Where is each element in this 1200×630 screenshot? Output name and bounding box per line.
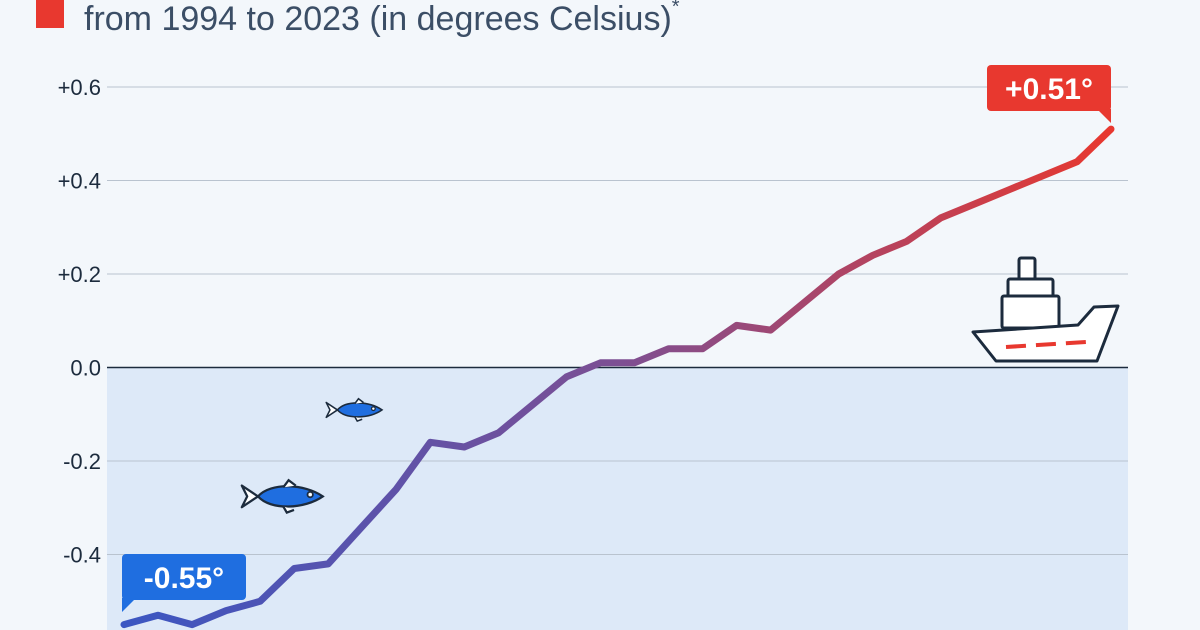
gridlines [107, 86, 1128, 555]
callout-label: +0.51° [1005, 73, 1093, 106]
chart-subtitle: from 1994 to 2023 (in degrees Celsius)* [84, 0, 680, 39]
y-tick-label: 0.0 [70, 356, 101, 381]
subtitle-row: from 1994 to 2023 (in degrees Celsius)* [36, 0, 680, 44]
subtitle-text: from 1994 to 2023 (in degrees Celsius) [84, 0, 672, 38]
footnote-mark: * [671, 0, 680, 19]
callout-label: -0.55° [144, 562, 224, 595]
fish-icon [240, 478, 325, 514]
y-tick-label: +0.6 [58, 75, 101, 100]
value-callout: +0.51° [987, 65, 1111, 123]
value-callout: -0.55° [122, 554, 246, 612]
y-tick-label: +0.2 [58, 262, 101, 287]
legend-square [36, 0, 64, 28]
y-axis-ticks: +0.6 +0.4 +0.2 0.0 -0.2 -0.4 [58, 75, 101, 568]
y-tick-label: -0.2 [63, 449, 101, 474]
callouts: -0.55° +0.51° [122, 65, 1111, 612]
fish-icon [325, 397, 384, 423]
y-tick-label: -0.4 [63, 543, 101, 568]
y-tick-label: +0.4 [58, 169, 101, 194]
ship-icon [971, 256, 1120, 363]
temperature-line [120, 125, 1115, 629]
